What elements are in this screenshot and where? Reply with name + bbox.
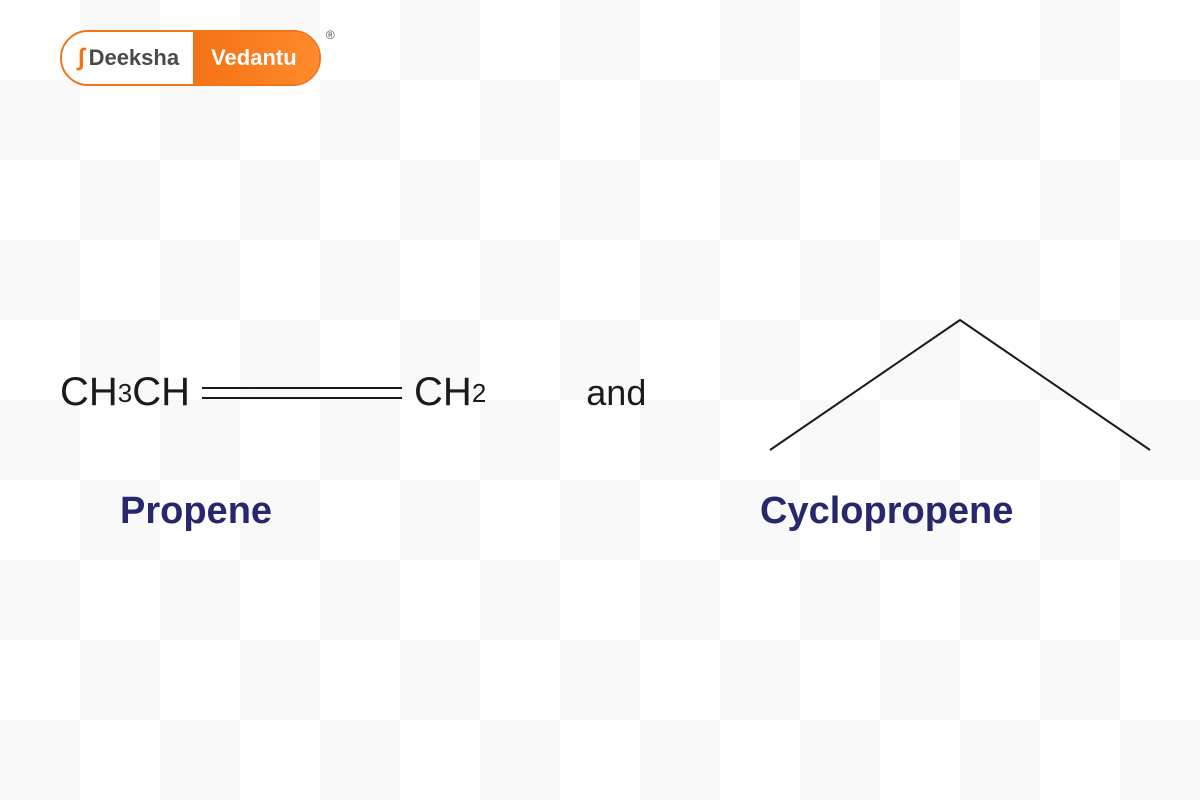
connector-text: and <box>586 372 646 414</box>
logo-right-text: Vedantu <box>211 45 297 71</box>
cyclopropene-label: Cyclopropene <box>760 490 1013 533</box>
logo-left-text: Deeksha <box>89 45 180 71</box>
double-bond-icon <box>202 383 402 403</box>
brand-logo: ∫ Deeksha Vedantu ® <box>60 30 321 86</box>
flame-icon: ∫ <box>78 46 85 70</box>
registered-mark: ® <box>326 28 335 42</box>
diagram-content: CH3CH CH2 and Propene Cyclopropene <box>0 0 1200 800</box>
formula-part: CH <box>60 370 118 415</box>
propene-structural-formula: CH3CH CH2 <box>60 370 486 415</box>
triangle-shape <box>770 320 1150 450</box>
formula-part: CH <box>414 370 472 415</box>
logo-pill: ∫ Deeksha Vedantu <box>60 30 321 86</box>
formula-part: CH <box>132 370 190 415</box>
propene-label: Propene <box>120 490 272 533</box>
logo-right-segment: Vedantu <box>193 32 319 84</box>
logo-left-segment: ∫ Deeksha <box>62 32 193 84</box>
triangle-icon <box>750 300 1170 480</box>
cyclopropene-structure <box>750 300 1170 480</box>
